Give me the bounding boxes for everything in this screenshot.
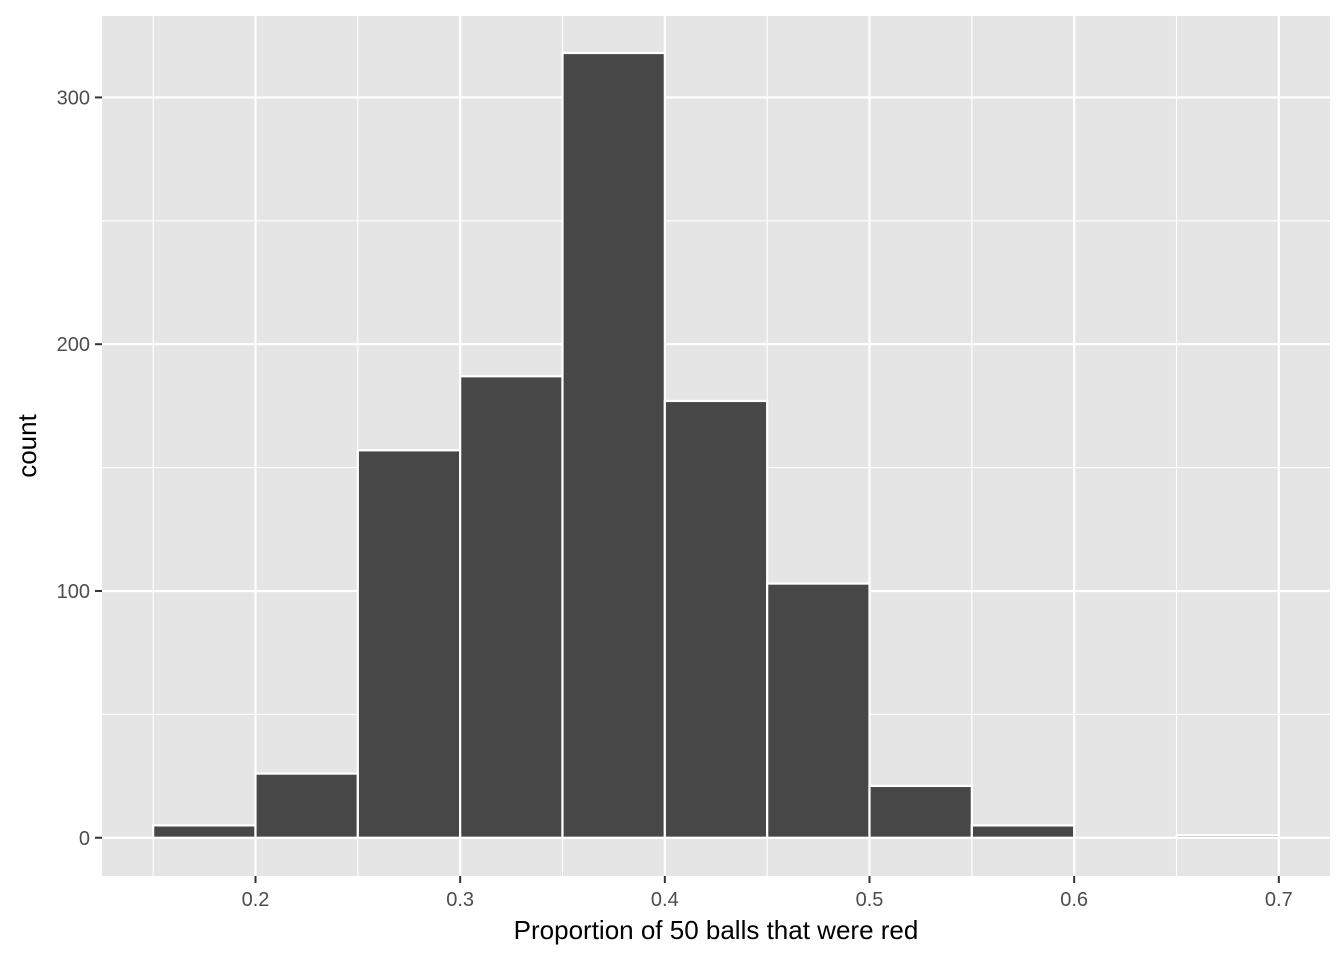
x-tick-label: 0.6 bbox=[1060, 889, 1088, 911]
x-tick-label: 0.5 bbox=[856, 889, 884, 911]
histogram-bar bbox=[152, 824, 257, 839]
y-tick-label: 300 bbox=[57, 87, 90, 109]
histogram-bar bbox=[459, 375, 564, 839]
x-axis-title: Proportion of 50 balls that were red bbox=[514, 915, 919, 945]
y-tick-label: 0 bbox=[79, 828, 90, 850]
histogram-bar bbox=[356, 449, 462, 839]
histogram-bar bbox=[663, 399, 769, 839]
histogram-bar bbox=[561, 51, 666, 839]
histogram-bar bbox=[766, 582, 871, 839]
histogram-bar bbox=[970, 824, 1076, 839]
x-axis: 0.2 0.3 0.4 0.5 0.6 0.7 bbox=[242, 876, 1293, 911]
y-tick-label: 200 bbox=[57, 334, 90, 356]
histogram-bar bbox=[1175, 834, 1280, 839]
x-tick-label: 0.4 bbox=[651, 889, 679, 911]
x-tick-label: 0.3 bbox=[446, 889, 474, 911]
histogram-bar bbox=[254, 772, 359, 839]
y-tick-label: 100 bbox=[57, 581, 90, 603]
x-tick-label: 0.7 bbox=[1265, 889, 1293, 911]
histogram-bar bbox=[868, 784, 973, 839]
x-tick-label: 0.2 bbox=[242, 889, 270, 911]
y-axis-title: count bbox=[12, 413, 42, 477]
histogram-bars bbox=[152, 51, 1280, 839]
y-axis: 0 100 200 300 bbox=[57, 87, 102, 850]
